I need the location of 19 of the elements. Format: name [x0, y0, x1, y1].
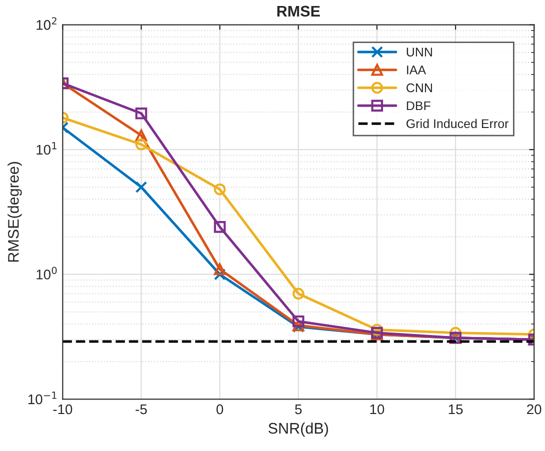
chart-title: RMSE — [277, 6, 320, 17]
x-tick-label: 0 — [216, 404, 224, 414]
y-tick-label: 10$^{1}$ — [36, 142, 56, 155]
y-tick-label: 10$^{2}$ — [36, 17, 56, 30]
x-tick-label: -5 — [136, 404, 147, 414]
x-tick-label: 10 — [370, 404, 384, 414]
legend-label: UNN — [406, 48, 432, 56]
x-tick-label: 5 — [295, 404, 302, 414]
legend-label: DBF — [406, 101, 430, 110]
legend-label: Grid Induced Error — [406, 118, 509, 128]
x-tick-label: 20 — [527, 404, 542, 414]
y-tick-label: 10$^{−1}$ — [28, 392, 56, 404]
y-axis-title: RMSE(degree) — [8, 162, 22, 262]
y-tick-label: 10$^{0}$ — [36, 266, 57, 280]
x-tick-label: -10 — [53, 404, 72, 414]
x-tick-label: 15 — [448, 404, 463, 414]
legend-label: IAA — [407, 66, 426, 74]
legend-label: CNN — [406, 83, 432, 92]
x-axis-title: SNR(dB) — [268, 422, 328, 437]
